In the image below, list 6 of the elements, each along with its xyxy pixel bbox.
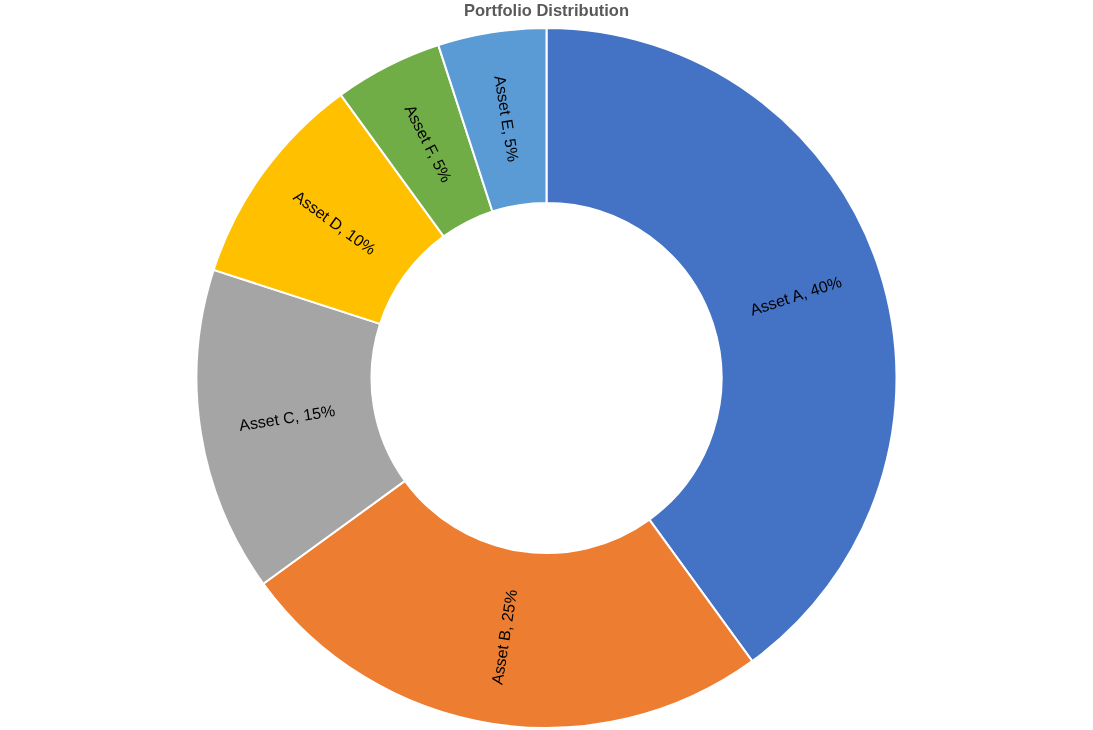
chart-title: Portfolio Distribution: [464, 1, 629, 20]
slice-label: Asset F, 5%: [401, 102, 456, 186]
slice-label: Asset E, 5%: [491, 74, 522, 163]
slice-label: Asset C, 15%: [237, 402, 337, 434]
slice-label: Asset A, 40%: [747, 273, 844, 319]
slice-label: Asset B, 25%: [488, 588, 521, 686]
